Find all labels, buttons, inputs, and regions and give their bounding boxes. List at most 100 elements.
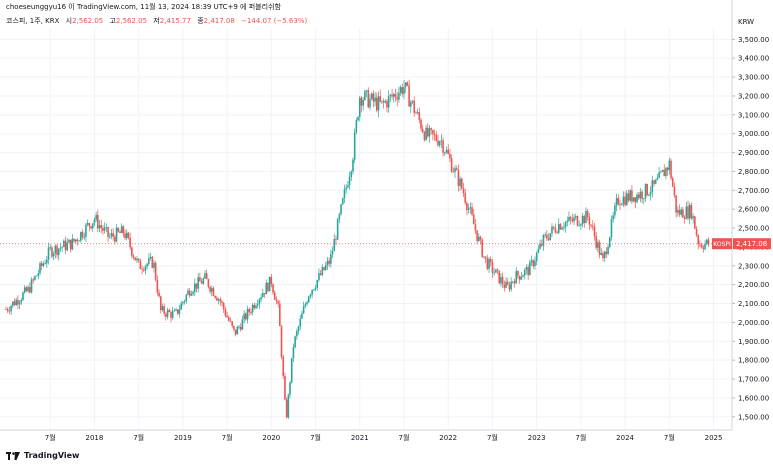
candle-body xyxy=(134,257,137,261)
tradingview-brand: TradingView xyxy=(24,451,80,460)
x-tick-label: 7월 xyxy=(487,433,498,442)
y-tick-label: 2,600.00 xyxy=(738,206,769,214)
candle-body xyxy=(547,238,550,240)
candle-body xyxy=(445,149,448,153)
candle-body xyxy=(418,112,421,120)
candle-body xyxy=(591,225,594,227)
candle-body xyxy=(229,320,232,322)
candle-body xyxy=(304,304,307,307)
candle-body xyxy=(546,234,548,239)
candle-body xyxy=(484,256,487,259)
candle-body xyxy=(432,129,434,135)
candle-body xyxy=(302,306,305,314)
candle-body xyxy=(571,219,574,222)
candle-body xyxy=(413,100,415,113)
candle-body xyxy=(188,290,191,296)
candle-body xyxy=(573,217,575,222)
candle-body xyxy=(27,286,29,292)
candle-body xyxy=(401,87,404,94)
candle-body xyxy=(137,258,140,261)
candle-body xyxy=(625,193,628,206)
candle-body xyxy=(430,128,433,130)
candle-body xyxy=(386,101,388,108)
legend-close-value: 2,417.08 xyxy=(203,17,235,25)
candle-body xyxy=(420,119,422,129)
candle-body xyxy=(694,216,696,229)
candle-body xyxy=(88,223,91,227)
candle-body xyxy=(210,288,213,292)
candle-body xyxy=(540,243,543,246)
legend-low-value: 2,415.77 xyxy=(159,17,191,25)
candle-body xyxy=(37,273,40,276)
candle-body xyxy=(76,239,79,242)
candle-body xyxy=(597,242,599,248)
candle-body xyxy=(309,294,312,297)
candle-body xyxy=(352,159,354,172)
candle-body xyxy=(107,227,109,237)
candle-body xyxy=(551,226,553,234)
candle-body xyxy=(559,223,562,230)
candle-body xyxy=(209,286,211,292)
candle-body xyxy=(323,267,325,270)
candle-body xyxy=(333,239,336,252)
candle-body xyxy=(505,281,507,288)
candle-body xyxy=(688,204,691,219)
candle-body xyxy=(583,215,586,224)
candle-body xyxy=(440,140,443,142)
candle-body xyxy=(277,301,279,304)
x-tick-label: 2025 xyxy=(705,434,723,442)
candle-body xyxy=(369,98,371,108)
candle-body xyxy=(282,357,285,376)
candle-body xyxy=(142,269,145,271)
candle-body xyxy=(556,232,558,234)
candle-body xyxy=(651,180,654,192)
candle-body xyxy=(643,198,645,200)
candle-body xyxy=(364,91,366,100)
candle-body xyxy=(588,217,591,225)
candle-body xyxy=(330,254,332,264)
candle-body xyxy=(433,134,436,136)
y-tick-label: 3,400.00 xyxy=(738,55,769,63)
y-tick-label: 2,300.00 xyxy=(738,262,769,270)
candle-body xyxy=(170,311,172,318)
candle-body xyxy=(345,187,347,190)
tradingview-footer[interactable]: TradingView xyxy=(6,451,79,460)
candle-body xyxy=(30,279,33,293)
candle-body xyxy=(253,304,256,309)
candle-body xyxy=(564,222,567,228)
candle-body xyxy=(648,194,650,196)
candle-body xyxy=(534,261,536,267)
legend-close-label: 종 xyxy=(197,17,204,25)
symbol-badge-bg xyxy=(712,238,732,250)
candle-body xyxy=(214,296,216,298)
candle-body xyxy=(35,275,38,277)
candle-body xyxy=(381,100,383,102)
candle-body xyxy=(455,168,458,170)
candle-body xyxy=(341,198,344,205)
candle-body xyxy=(661,169,664,172)
candle-body xyxy=(646,184,649,196)
candle-body xyxy=(408,85,410,107)
candle-body xyxy=(438,141,441,146)
candle-body xyxy=(149,256,152,259)
candle-body xyxy=(299,318,302,327)
x-tick-label: 2020 xyxy=(262,434,280,442)
candle-body xyxy=(467,208,470,211)
candle-body xyxy=(600,253,603,255)
x-tick-label: 2018 xyxy=(86,434,104,442)
candle-body xyxy=(478,236,480,242)
candle-body xyxy=(102,227,104,231)
y-tick-label: 1,500.00 xyxy=(738,413,769,421)
candle-body xyxy=(307,296,310,303)
candle-body xyxy=(549,233,552,240)
candle-body xyxy=(660,171,662,173)
candle-body xyxy=(396,97,398,100)
candle-body xyxy=(57,248,60,256)
candle-body xyxy=(204,273,206,279)
candle-body xyxy=(695,228,698,236)
candle-body xyxy=(86,223,89,225)
candle-body xyxy=(607,246,609,255)
candle-body xyxy=(103,227,106,231)
candle-body xyxy=(496,269,499,271)
